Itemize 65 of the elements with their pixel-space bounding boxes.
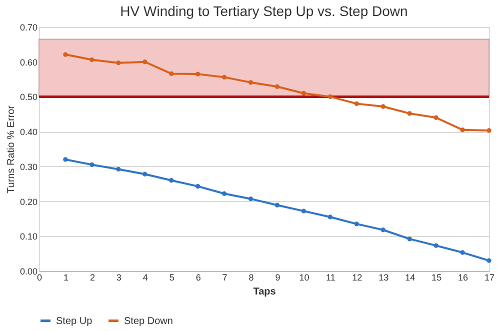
point — [354, 101, 359, 106]
x-tick-label: 2 — [90, 272, 95, 282]
x-tick-label: 12 — [352, 272, 362, 282]
y-tick-label: 0.00 — [20, 266, 38, 276]
x-tick-label: 3 — [116, 272, 122, 282]
y-tick-label: 0.30 — [20, 162, 38, 172]
point — [460, 127, 465, 132]
x-tick-label: 17 — [484, 272, 495, 282]
y-tick-label: 0.40 — [20, 127, 38, 138]
x-axis-title: Taps — [253, 286, 276, 298]
y-tick-label: 0.20 — [20, 196, 38, 207]
point — [63, 157, 68, 162]
point — [434, 115, 438, 120]
point — [116, 60, 121, 66]
point — [380, 228, 386, 232]
x-tick-label: 9 — [275, 272, 280, 282]
point — [434, 243, 438, 248]
x-tick-label: 11 — [326, 272, 336, 282]
x-tick-label: 10 — [299, 272, 310, 282]
x-tick-label: 4 — [142, 272, 148, 282]
point — [222, 74, 227, 80]
point — [195, 184, 200, 189]
point — [90, 57, 94, 62]
legend-label: Step Down — [124, 316, 173, 327]
point — [486, 128, 492, 133]
point — [116, 166, 121, 172]
y-axis-title: Turns Ratio % Error — [6, 104, 17, 194]
point — [248, 196, 254, 202]
legend-label: Step Up — [56, 316, 93, 327]
point — [407, 236, 412, 242]
point — [354, 222, 359, 226]
x-tick-label: 8 — [248, 272, 254, 282]
point — [90, 162, 94, 168]
point — [222, 191, 227, 196]
y-tick-label: 0.50 — [20, 92, 38, 102]
point — [407, 111, 412, 116]
point — [328, 94, 333, 100]
point — [380, 104, 386, 109]
x-tick-label: 5 — [169, 272, 174, 282]
point — [301, 208, 306, 214]
point — [142, 60, 148, 64]
point — [169, 71, 174, 76]
x-tick-label: 7 — [222, 272, 228, 282]
point — [328, 214, 333, 220]
point — [142, 172, 148, 176]
y-tick-label: 0.70 — [20, 22, 38, 32]
point — [274, 84, 280, 89]
point — [274, 202, 280, 208]
x-tick-label: 0 — [36, 272, 42, 282]
chart-title: HV Winding to Tertiary Step Up vs. Step Down — [120, 3, 408, 19]
y-tick-label: 0.10 — [20, 232, 38, 242]
point — [460, 250, 465, 255]
x-tick-label: 15 — [432, 272, 442, 282]
point — [248, 80, 254, 85]
x-tick-label: 13 — [378, 272, 389, 282]
point — [63, 52, 68, 57]
y-tick-label: 0.60 — [20, 57, 38, 68]
point — [169, 178, 174, 183]
point — [301, 90, 306, 96]
x-tick-label: 6 — [196, 272, 201, 282]
point — [486, 258, 492, 263]
x-tick-label: 14 — [405, 272, 416, 282]
x-tick-label: 16 — [458, 272, 468, 282]
point — [195, 72, 200, 76]
x-tick-label: 1 — [63, 272, 68, 282]
